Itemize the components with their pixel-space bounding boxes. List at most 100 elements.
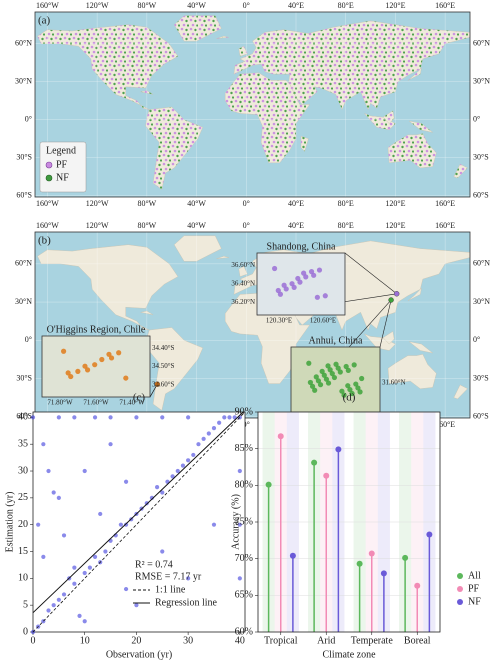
- point: [160, 415, 165, 420]
- annotation: RMSE = 7.17 yr: [135, 571, 202, 582]
- lon-label: 80°W: [137, 1, 156, 10]
- lon-label: 160°W: [36, 221, 59, 230]
- inset-dot: [316, 267, 323, 273]
- point: [175, 468, 180, 474]
- point: [118, 522, 124, 527]
- lat-label: 60°S: [473, 191, 489, 200]
- site-dots: [383, 110, 395, 124]
- point: [61, 533, 67, 538]
- point: [211, 425, 217, 431]
- y-tick-label: 0: [23, 626, 28, 637]
- point: [36, 522, 41, 527]
- point: [92, 554, 98, 559]
- point: [41, 442, 46, 447]
- y-tick-label: 30: [18, 465, 28, 476]
- point: [92, 415, 98, 420]
- lat-label: 30°N: [15, 297, 32, 306]
- lon-label: 120°E: [385, 1, 405, 10]
- point: [123, 479, 129, 484]
- lat-label: 30°N: [473, 77, 490, 86]
- inset-dot: [347, 386, 353, 393]
- inset-dot: [317, 382, 324, 388]
- site-dots: [364, 113, 396, 130]
- inset-dot: [339, 388, 345, 394]
- point: [51, 490, 56, 495]
- lon-label: 40°E: [288, 1, 304, 10]
- inset-dot: [312, 387, 318, 393]
- lollipop-head: [335, 446, 342, 453]
- point: [56, 495, 61, 500]
- lat-label: 0°: [25, 335, 32, 344]
- inset-dot: [323, 376, 330, 382]
- lat-label: 30°S: [473, 153, 489, 162]
- inset-dot: [308, 269, 315, 275]
- point: [149, 495, 155, 500]
- inset-dot: [321, 372, 327, 378]
- panel-label: (a): [38, 15, 51, 27]
- inset-lon-label: 71.40°W: [119, 399, 145, 407]
- annotation: R² = 0.74: [135, 559, 173, 570]
- lon-label: 80°E: [338, 221, 354, 230]
- inset-dot: [349, 390, 355, 397]
- legend-label: PF: [56, 159, 68, 170]
- legend-marker: [45, 174, 53, 182]
- lat-label: 30°S: [16, 373, 32, 382]
- inset-lat-label: 34.60°S: [152, 380, 175, 388]
- y-axis-label: Estimation (yr): [4, 492, 15, 553]
- inset-dot: [345, 383, 351, 389]
- legend-label: PF: [468, 583, 480, 594]
- point: [217, 420, 222, 425]
- lon-label: 40°W: [187, 199, 206, 208]
- inset-dot: [335, 365, 341, 371]
- inset-lat-label: 34.40°S: [152, 344, 175, 352]
- point: [222, 415, 227, 420]
- lon-label: 0°: [243, 199, 250, 208]
- lollipop-head: [426, 531, 433, 538]
- lon-label: 40°W: [187, 1, 206, 10]
- inset-lon-label: 71.80°W: [47, 399, 73, 407]
- legend-label: All: [468, 570, 481, 581]
- lon-label: 160°E: [435, 1, 455, 10]
- lat-label: 30°N: [473, 297, 490, 306]
- site-dots: [388, 133, 437, 168]
- point: [72, 415, 77, 420]
- x-tick-label: 10: [80, 635, 90, 646]
- inset-dot: [319, 368, 325, 374]
- point: [30, 415, 36, 420]
- site-dots: [145, 107, 203, 190]
- connector: [344, 252, 397, 295]
- inset-dot: [75, 368, 81, 374]
- legend-title: Legend: [46, 145, 76, 156]
- legend-marker: [457, 586, 463, 592]
- site-marker: [393, 291, 400, 297]
- lat-label: 0°: [473, 115, 480, 124]
- point: [134, 415, 139, 420]
- y-tick-label: 80%: [235, 480, 253, 491]
- inset-dot: [325, 380, 332, 386]
- lon-label: 40°E: [288, 199, 304, 208]
- lat-label: 0°: [25, 115, 32, 124]
- y-tick-label: 20: [18, 519, 28, 530]
- y-tick-label: 90%: [235, 406, 253, 417]
- lat-label: 60°N: [15, 39, 32, 48]
- point: [56, 597, 61, 602]
- inset-lon-label: 120.30°E: [266, 317, 292, 325]
- y-tick-label: 70%: [235, 553, 253, 564]
- legend-label: NF: [468, 596, 481, 607]
- point: [82, 468, 87, 474]
- lon-label: 80°W: [137, 199, 156, 208]
- lon-label: 0°: [243, 1, 250, 10]
- y-tick-label: 60%: [235, 626, 253, 637]
- inset-lat-label: 31.60°N: [382, 378, 406, 386]
- inset-dot: [84, 367, 91, 373]
- point: [186, 458, 191, 463]
- point: [191, 452, 196, 458]
- inset-dot: [331, 374, 338, 381]
- fit-line: [32, 411, 246, 633]
- lat-label: 30°N: [15, 77, 32, 86]
- inset-dot: [355, 385, 361, 391]
- x-tick-label: Boreal: [404, 635, 431, 646]
- site-dots: [238, 46, 248, 57]
- land: [238, 266, 248, 277]
